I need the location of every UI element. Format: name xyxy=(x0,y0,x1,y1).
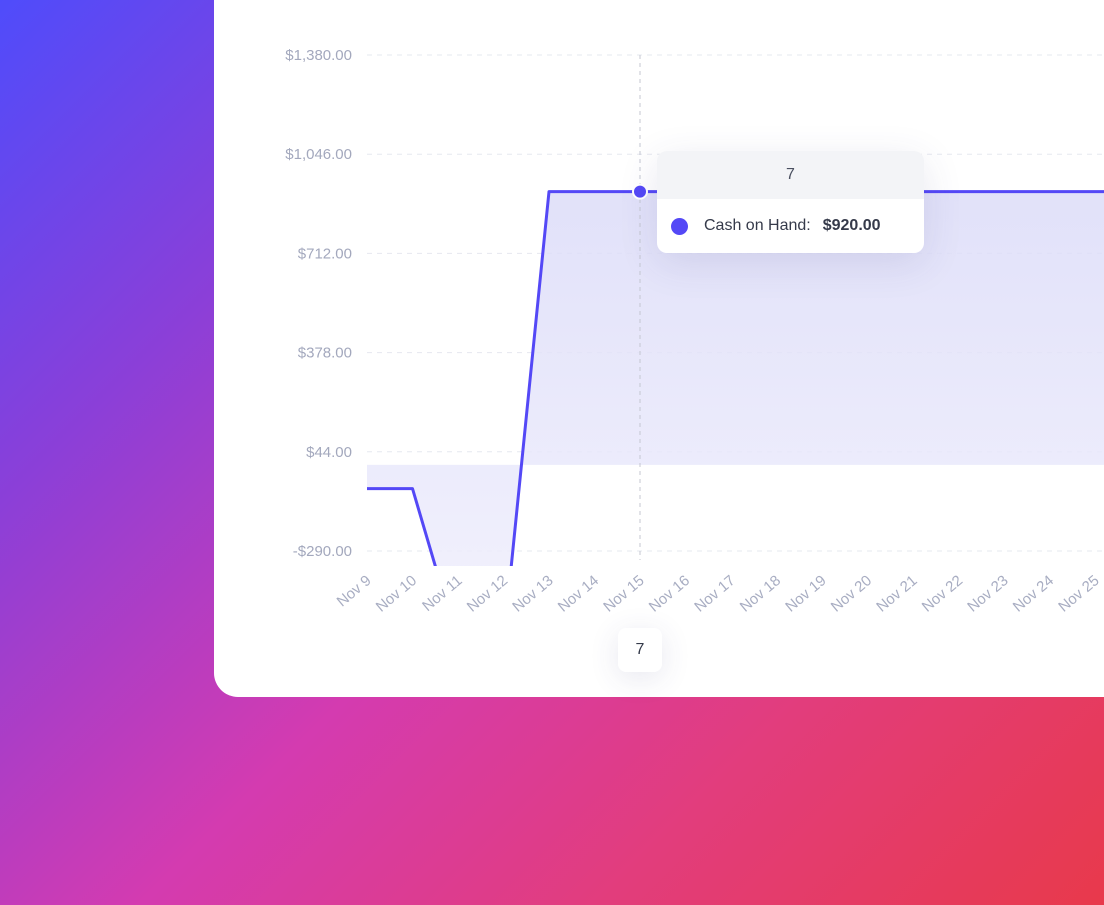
x-tick-label: Nov 12 xyxy=(464,572,511,616)
x-tick-label: Nov 25 xyxy=(1055,572,1102,616)
x-tick-label: Nov 9 xyxy=(334,572,375,610)
x-tick-label: Nov 13 xyxy=(509,572,556,616)
y-tick-label: -$290.00 xyxy=(293,543,352,560)
x-tick-label: Nov 21 xyxy=(873,572,920,616)
active-point xyxy=(632,183,648,200)
y-tick-label: $1,046.00 xyxy=(285,146,352,163)
x-tick-label: Nov 18 xyxy=(737,572,784,616)
series-dot-icon xyxy=(671,217,688,235)
tooltip-header: 7 xyxy=(657,151,924,199)
tooltip-row: Cash on Hand: $920.00 xyxy=(657,199,924,253)
x-tick-label: Nov 24 xyxy=(1010,572,1057,616)
x-axis-tooltip: 7 xyxy=(618,628,662,672)
tooltip: 7 Cash on Hand: $920.00 xyxy=(657,151,924,253)
x-tick-label: Nov 17 xyxy=(691,572,738,616)
tooltip-series-label: Cash on Hand: xyxy=(704,217,811,234)
y-tick-label: $378.00 xyxy=(298,345,352,362)
x-tick-label: Nov 11 xyxy=(419,572,465,615)
x-tick-label: Nov 19 xyxy=(782,572,829,616)
y-tick-label: $712.00 xyxy=(298,245,352,262)
x-tick-label: Nov 10 xyxy=(373,572,420,616)
x-tick-label: Nov 20 xyxy=(828,572,875,616)
x-tick-label: Nov 14 xyxy=(555,572,602,616)
x-tick-label: Nov 23 xyxy=(964,572,1011,616)
y-tick-label: $44.00 xyxy=(306,444,352,461)
x-tick-label: Nov 22 xyxy=(919,572,966,616)
tooltip-value: $920.00 xyxy=(822,217,881,234)
x-tick-label: Nov 16 xyxy=(646,572,693,616)
y-tick-label: $1,380.00 xyxy=(285,47,352,64)
x-tick-label: Nov 15 xyxy=(600,572,647,616)
area-fill xyxy=(367,191,1104,566)
